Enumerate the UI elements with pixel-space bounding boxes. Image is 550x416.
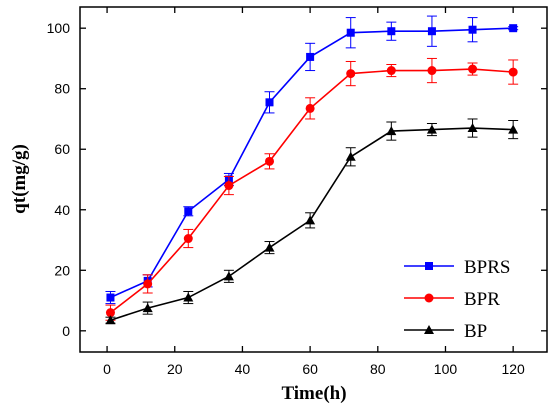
- x-tick-label: 20: [167, 361, 183, 377]
- point-bprs: [265, 98, 274, 107]
- point-bpr: [508, 67, 518, 77]
- point-bpr: [224, 181, 234, 191]
- point-bp: [223, 271, 234, 281]
- plot-frame: [79, 6, 548, 353]
- point-bpr: [346, 69, 356, 79]
- point-bp: [105, 315, 116, 325]
- point-bprs: [184, 207, 193, 216]
- y-tick-label: 80: [54, 81, 70, 97]
- legend-label-bp: BP: [464, 321, 487, 342]
- point-bpr: [427, 66, 437, 76]
- point-bp: [386, 126, 397, 136]
- y-axis-title: qt(mg/g): [9, 144, 30, 214]
- point-bpr: [265, 156, 275, 166]
- series-bpr: [105, 57, 519, 321]
- legend-marker-bprs: [425, 262, 433, 270]
- x-tick-label: 40: [235, 361, 251, 377]
- legend: BPRS BPR BP: [404, 257, 510, 342]
- y-tick-label: 40: [54, 202, 70, 218]
- point-bp: [305, 215, 316, 225]
- point-bpr: [183, 234, 193, 244]
- legend-marker-bp: [424, 325, 434, 334]
- y-tick-label: 60: [54, 141, 70, 157]
- point-bpr: [143, 279, 153, 289]
- point-bprs: [346, 28, 355, 37]
- point-bp: [183, 292, 194, 302]
- point-bp: [345, 151, 356, 161]
- x-axis-title: Time(h): [281, 383, 346, 404]
- point-bp: [264, 242, 275, 252]
- point-bpr: [386, 66, 396, 76]
- y-tick-label: 100: [47, 20, 71, 36]
- point-bp: [426, 124, 437, 134]
- point-bprs: [306, 52, 315, 61]
- x-tick-label: 120: [501, 361, 525, 377]
- point-bp: [508, 124, 519, 134]
- point-bprs: [468, 25, 477, 34]
- point-bpr: [105, 308, 115, 318]
- point-bpr: [468, 64, 478, 74]
- legend-label-bprs: BPRS: [464, 257, 510, 278]
- point-bprs: [509, 24, 518, 33]
- series-layer: [105, 15, 519, 325]
- point-bp: [467, 123, 478, 133]
- y-tick-label: 20: [54, 262, 70, 278]
- series-bprs: [105, 15, 519, 305]
- point-bpr: [305, 103, 315, 113]
- plot-frame-layer: [79, 6, 548, 353]
- point-bprs: [106, 293, 115, 302]
- point-bprs: [387, 27, 396, 36]
- point-bp: [142, 303, 153, 313]
- x-tick-label: 100: [434, 361, 458, 377]
- y-tick-label: 0: [62, 323, 70, 339]
- x-tick-label: 80: [370, 361, 386, 377]
- series-bp: [105, 118, 519, 325]
- legend-label-bpr: BPR: [464, 289, 500, 310]
- x-tick-label: 0: [103, 361, 111, 377]
- x-tick-label: 60: [302, 361, 318, 377]
- point-bprs: [427, 27, 436, 36]
- legend-marker-bpr: [424, 293, 434, 303]
- tick-layer: 0 20 40 60 80 100 120 0 20 40 60 80 100: [47, 7, 547, 377]
